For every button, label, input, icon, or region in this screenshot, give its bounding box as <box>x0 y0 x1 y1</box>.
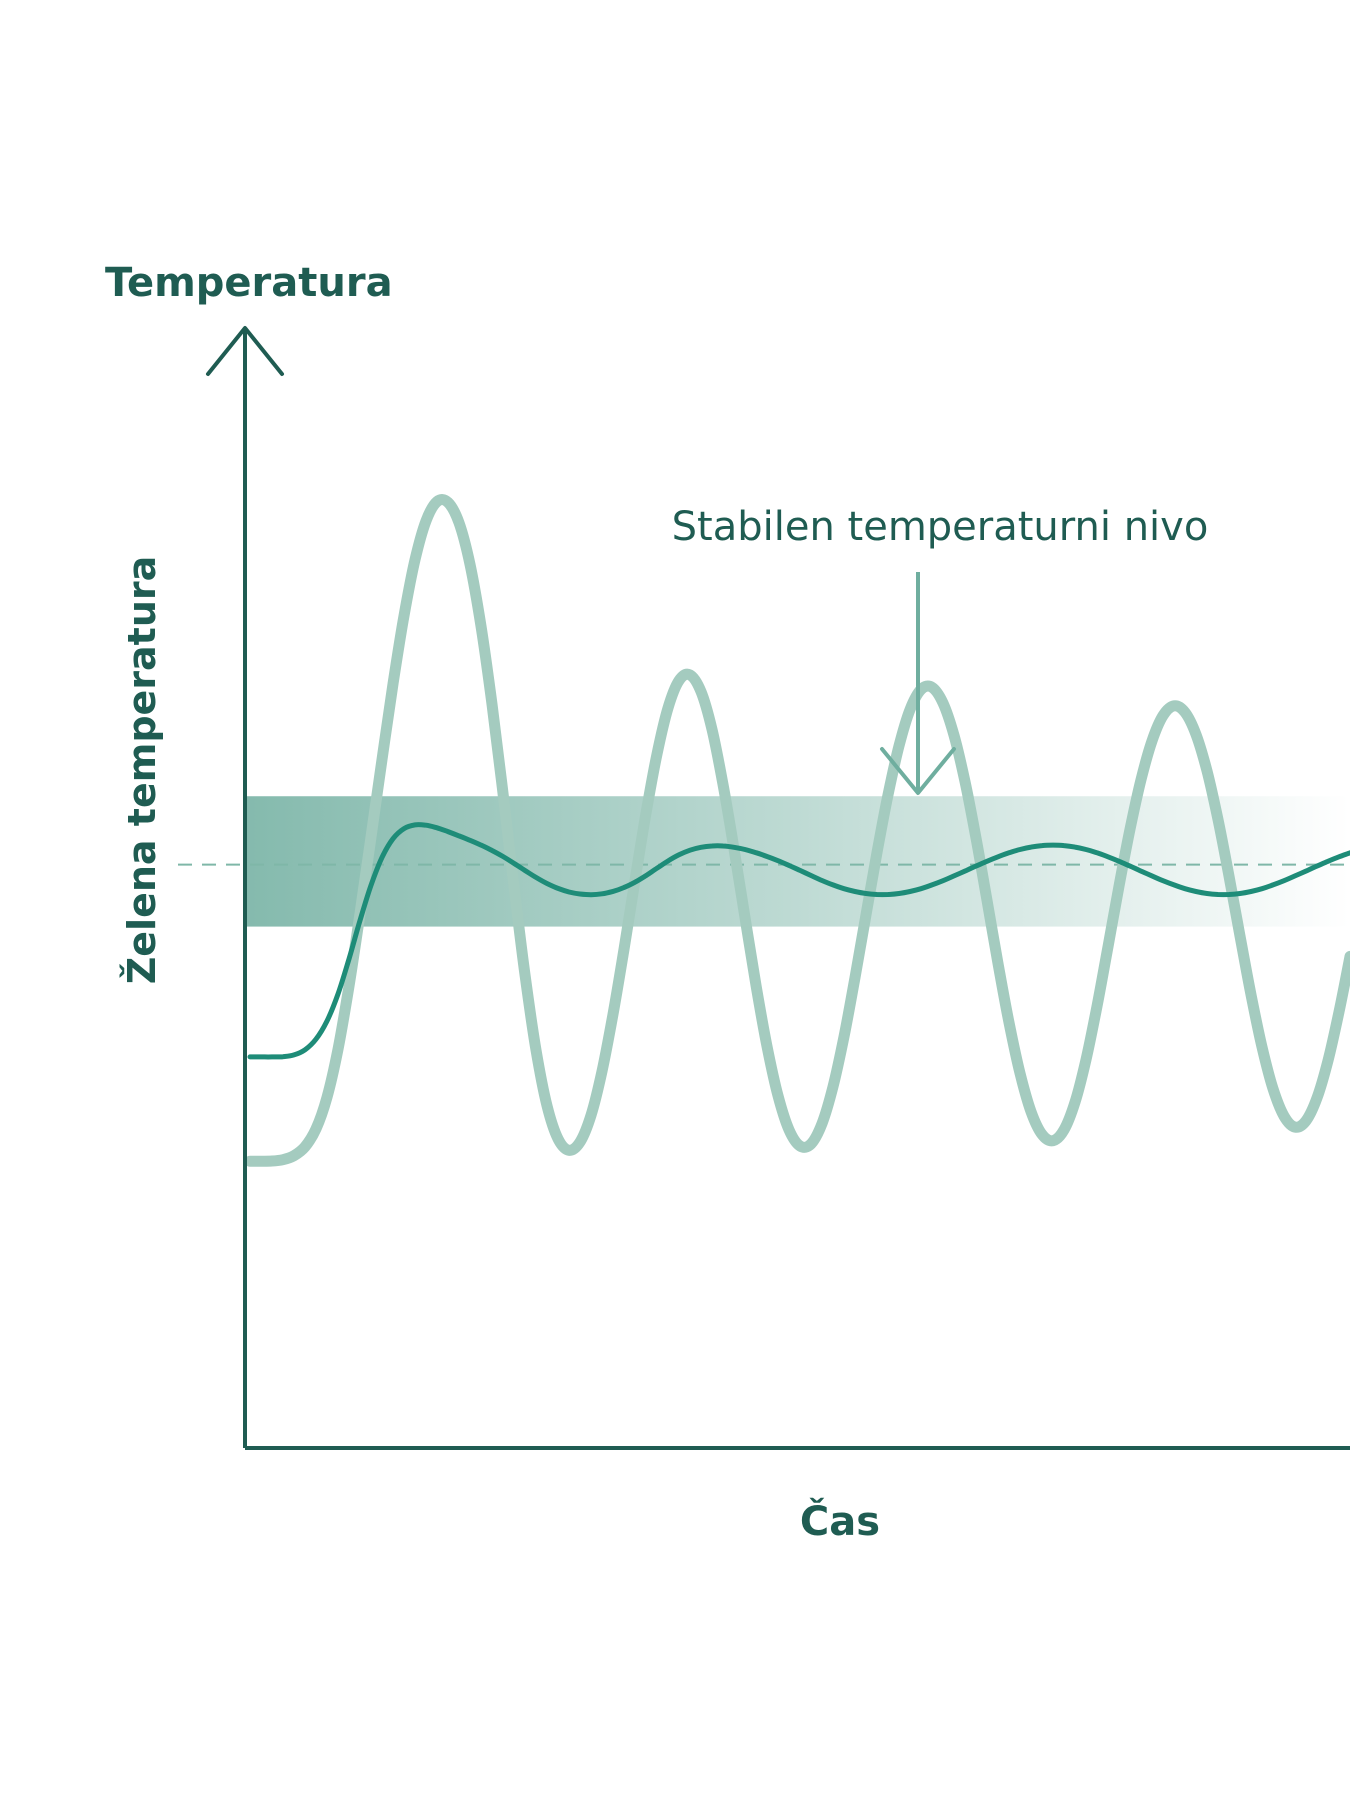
y-axis-label: Temperatura <box>105 260 393 306</box>
y-axis-arrowhead <box>206 326 284 376</box>
annotation-label: Stabilen temperaturni nivo <box>672 504 1209 550</box>
series-oscillating-line <box>244 494 1350 1167</box>
annotation-arrow-head <box>880 747 956 795</box>
x-axis-label: Čas <box>800 1497 880 1545</box>
series-controlled-line <box>247 822 1350 1060</box>
target-temperature-label: Želena temperatura <box>120 556 164 985</box>
stable-band <box>247 796 1350 927</box>
